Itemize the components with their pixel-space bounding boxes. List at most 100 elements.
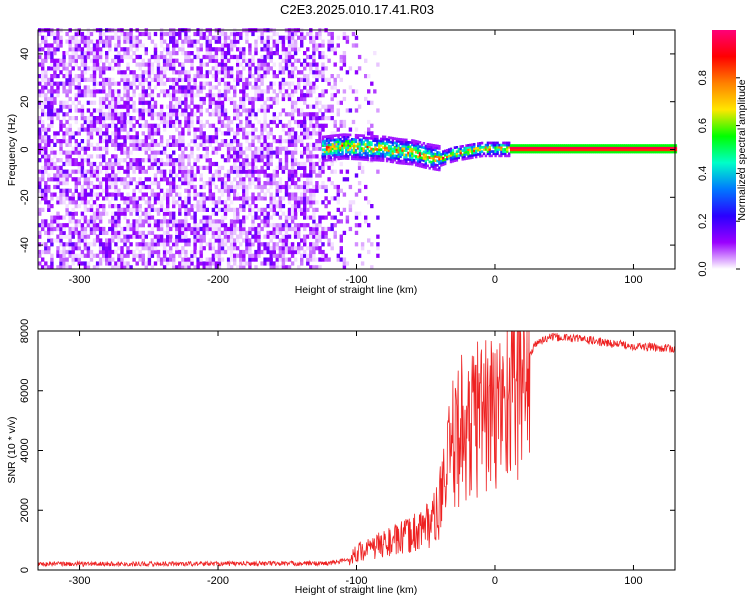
spectrogram-cell [214,100,219,105]
spectrogram-cell [367,119,371,125]
spectrogram-cell [184,196,188,201]
spectrogram-signal-cell [546,150,550,154]
spectrogram-cell [135,54,139,60]
spectrogram-signal-cell [413,141,416,145]
spectrogram-cell [364,215,368,220]
spectrogram-cell [272,116,276,121]
spectrogram-signal-cell [550,148,553,152]
spectrogram-cell [303,215,307,220]
spectrogram-cell [248,207,252,212]
spectrogram-cell [214,265,219,270]
spectrogram-signal-cell [614,146,617,150]
spectrogram-signal-cell [387,138,391,142]
spectrogram-cell [166,161,170,167]
spectrogram-cell [144,169,148,174]
spectrogram-cell [239,253,243,258]
spectrogram-cell [68,77,72,82]
spectrogram-cell [309,119,313,125]
spectrogram-signal-cell [459,153,462,157]
spectrogram-cell [108,173,112,178]
spectrogram-cell [178,131,182,136]
spectrogram-cell [290,161,295,167]
spectrogram-cell [95,177,100,182]
spectrogram-cell [242,93,246,98]
spectrogram-cell [102,253,106,258]
spectrogram-cell [44,161,48,167]
spectrogram-cell [169,100,173,105]
spectrogram-cell [162,150,167,155]
spectrogram-signal-cell [413,154,416,158]
spectrogram-cell [321,253,325,258]
spectrogram-cell [284,51,289,56]
spectrogram-signal-cell [378,148,381,151]
spectrogram-cell [275,234,279,239]
spectrogram-signal-cell [556,144,559,147]
spectrogram-signal-cell [411,158,414,162]
spectrogram-cell [293,47,298,52]
spectrogram-cell [74,177,78,182]
spectrogram-cell [83,261,88,266]
spectrogram-cell [303,165,307,170]
spectrogram-cell [38,184,42,190]
spectrogram-signal-cell [444,162,447,166]
spectrogram-cell [223,39,228,44]
spectrogram-signal-cell [542,144,546,147]
spectrogram-cell [257,192,261,197]
spectrogram-cell [266,89,270,94]
spectrogram-cell [190,112,194,117]
spectrogram-cell [327,257,331,262]
spectrogram-cell [159,150,164,155]
spectrogram-cell [330,35,334,40]
spectrogram-cell [59,142,63,147]
spectrogram-cell [166,226,170,232]
spectrogram-cell [169,177,173,182]
spectrogram-signal-cell [333,147,336,150]
spectrogram-cell [348,200,353,205]
spectrogram-signal-cell [403,157,406,161]
spectrogram-cell [172,177,176,182]
spectrogram-signal-cell [362,155,365,159]
spectrogram-signal-cell [335,144,338,148]
spectrogram-cell [120,31,124,37]
spectrogram-signal-cell [399,146,402,150]
spectrogram-cell [187,192,191,197]
spectrogram-cell [123,93,127,98]
spectrogram-signal-cell [333,134,336,137]
spectrogram-cell [181,146,185,151]
spectrogram-cell [47,165,51,170]
spectrogram-cell [169,104,173,109]
spectrogram-signal-cell [366,141,369,144]
spectrogram-cell [333,169,337,174]
spectrogram-cell [111,230,115,235]
spectrogram-cell [208,196,212,201]
spectrogram-signal-cell [389,160,393,163]
spectrogram-cell [120,192,124,197]
spectrogram-cell [138,158,142,163]
spectrogram-cell [251,169,255,174]
spectrogram-signal-cell [418,160,422,164]
spectrogram-cell [239,89,243,94]
spectrogram-cell [172,89,176,94]
spectrogram-cell [303,204,307,209]
spectrogram-cell [162,70,167,75]
spectrogram-cell [318,139,322,144]
spectrogram-cell [306,135,310,140]
spectrogram-signal-cell [612,150,616,154]
spectrogram-cell [312,234,316,239]
spectrogram-cell [65,39,69,44]
spectrogram-cell [199,234,203,239]
spectrogram-cell [83,173,88,178]
spectrogram-signal-cell [475,149,478,152]
spectrogram-cell [181,226,185,232]
spectrogram-cell [108,161,112,167]
spectrogram-cell [239,142,243,147]
spectrogram-cell [199,131,203,136]
spectrogram-cell [132,234,136,239]
spectrogram-cell [303,58,307,63]
spectrogram-cell [300,108,304,113]
spectrogram-cell [114,230,118,235]
spectrogram-cell [169,257,173,262]
spectrogram-cell [290,196,295,201]
spectrogram-cell [233,161,237,167]
spectrogram-cell [95,211,100,216]
